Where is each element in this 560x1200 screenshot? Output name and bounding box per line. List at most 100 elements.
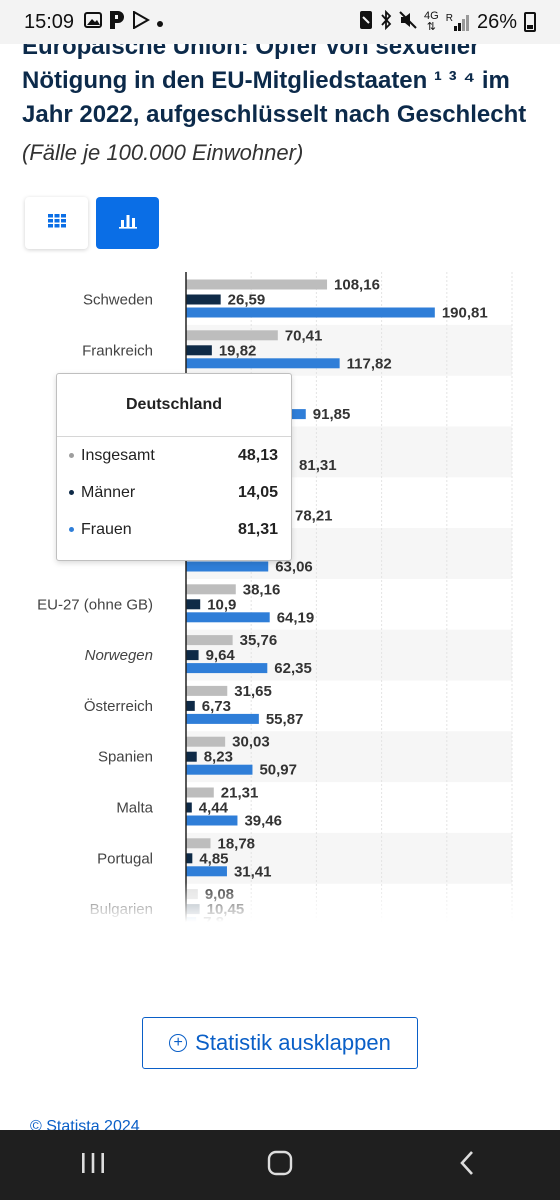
data-label: 81,31 xyxy=(299,457,337,474)
tooltip-label: Männer xyxy=(81,483,136,501)
bar-maenner xyxy=(186,802,192,813)
back-icon xyxy=(458,1150,476,1181)
tooltip-row-maenner: Männer 14,05 xyxy=(57,474,291,511)
category-label: Norwegen xyxy=(85,647,153,664)
data-label: 117,82 xyxy=(347,355,392,372)
data-label: 31,65 xyxy=(234,683,272,700)
expand-button-label: Statistik ausklappen xyxy=(195,1030,391,1055)
chart-title: Europäische Union: Opfer von sexueller N… xyxy=(22,33,527,128)
mute-icon xyxy=(399,10,417,34)
bar-frauen xyxy=(186,561,269,572)
data-label: 21,31 xyxy=(221,785,259,802)
chart-view-button[interactable] xyxy=(96,197,159,249)
data-label: 31,41 xyxy=(234,863,272,880)
category-label: Österreich xyxy=(84,697,153,715)
data-label: 62,35 xyxy=(274,660,312,677)
data-label: 190,81 xyxy=(442,305,488,322)
bar-insgesamt xyxy=(186,635,233,646)
frauen-dot-icon xyxy=(69,527,74,532)
data-label: 78,21 xyxy=(295,508,333,525)
data-label: 108,16 xyxy=(334,277,380,294)
data-label: 30,03 xyxy=(232,734,270,751)
expand-statistic-button[interactable]: + Statistik ausklappen xyxy=(142,1017,418,1069)
tooltip-label: Insgesamt xyxy=(81,446,155,464)
tooltip-row-insgesamt: Insgesamt 48,13 xyxy=(57,437,291,474)
data-label: 91,85 xyxy=(313,406,351,423)
grid-icon xyxy=(47,213,66,233)
bar-frauen xyxy=(186,713,259,724)
recents-button[interactable] xyxy=(63,1145,123,1185)
category-label: Malta xyxy=(116,800,153,817)
table-view-button[interactable] xyxy=(25,197,88,249)
bar-maenner xyxy=(186,294,221,305)
data-label: 6,73 xyxy=(202,698,231,715)
bar-frauen xyxy=(186,866,227,877)
data-label: 64,19 xyxy=(277,609,315,626)
bar-maenner xyxy=(186,650,199,661)
tooltip-title: Deutschland xyxy=(57,374,291,437)
navigation-bar xyxy=(0,1130,560,1200)
bar-frauen xyxy=(186,764,253,775)
parking-icon xyxy=(108,10,126,35)
bar-frauen xyxy=(186,663,268,674)
bar-insgesamt xyxy=(186,838,211,849)
bar-insgesamt xyxy=(186,330,278,341)
bar-insgesamt xyxy=(186,685,228,696)
data-label: 63,06 xyxy=(275,559,313,576)
data-label: 18,78 xyxy=(217,835,255,852)
data-label: 4,85 xyxy=(199,850,228,867)
tooltip: Deutschland Insgesamt 48,13 Männer 14,05… xyxy=(56,373,292,561)
bar-maenner xyxy=(186,599,201,610)
gallery-icon xyxy=(84,11,103,33)
home-icon xyxy=(267,1150,293,1181)
data-label: 9,64 xyxy=(206,647,236,664)
bar-frauen xyxy=(186,358,340,369)
dot-icon xyxy=(156,12,164,33)
home-button[interactable] xyxy=(250,1145,310,1185)
bar-insgesamt xyxy=(186,787,214,798)
category-label: Portugal xyxy=(97,850,153,867)
category-label: Schweden xyxy=(83,292,153,309)
data-label: 19,82 xyxy=(219,342,257,359)
bar-insgesamt xyxy=(186,736,226,747)
category-label: Frankreich xyxy=(82,342,153,359)
data-label: 8,23 xyxy=(204,749,233,766)
tooltip-row-frauen: Frauen 81,31 xyxy=(57,511,291,548)
bar-chart: Schweden 108,16 26,59 190,81 Frankreich 70,41… xyxy=(0,272,560,922)
status-bar: 15:09 4G ⇅ R 26% xyxy=(0,0,560,44)
category-label: Spanien xyxy=(98,749,153,766)
bar-maenner xyxy=(186,345,212,356)
plus-circle-icon: + xyxy=(169,1034,188,1052)
tooltip-label: Frauen xyxy=(81,520,132,538)
status-time: 15:09 xyxy=(24,10,75,33)
network-type: 4G ⇅ xyxy=(424,10,439,33)
data-label: 10,9 xyxy=(207,596,236,613)
bar-maenner xyxy=(186,853,193,864)
bar-chart-icon xyxy=(118,213,137,234)
recents-icon xyxy=(80,1151,106,1180)
bluetooth-icon xyxy=(380,9,392,35)
back-button[interactable] xyxy=(437,1145,497,1185)
bar-insgesamt xyxy=(186,584,236,595)
signal-icon: R xyxy=(446,13,470,31)
bar-frauen xyxy=(186,307,435,318)
category-label: EU-27 (ohne GB) xyxy=(37,596,153,613)
tooltip-value: 81,31 xyxy=(237,520,278,538)
data-label: 55,87 xyxy=(266,711,304,728)
maenner-dot-icon xyxy=(69,490,74,495)
bar-insgesamt xyxy=(186,279,328,290)
nfc-icon xyxy=(359,10,373,35)
bar-frauen xyxy=(186,815,238,826)
fade-overlay xyxy=(0,882,560,922)
bar-frauen xyxy=(186,612,270,623)
data-label: 39,46 xyxy=(244,813,282,830)
battery-percentage: 26% xyxy=(476,10,517,33)
chart-subtitle: (Fälle je 100.000 Einwohner) xyxy=(22,140,304,165)
row-background xyxy=(186,832,512,884)
tooltip-value: 14,05 xyxy=(237,483,278,501)
data-label: 35,76 xyxy=(240,632,278,649)
data-label: 38,16 xyxy=(243,581,281,598)
data-label: 70,41 xyxy=(285,327,323,344)
data-label: 50,97 xyxy=(259,762,297,779)
data-label: 26,59 xyxy=(228,292,266,309)
